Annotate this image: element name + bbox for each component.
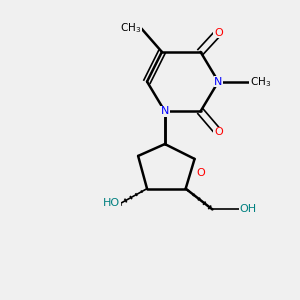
Text: N: N xyxy=(214,76,223,87)
Text: O: O xyxy=(214,127,223,137)
Text: O: O xyxy=(214,28,223,38)
Text: HO: HO xyxy=(103,199,120,208)
Text: O: O xyxy=(197,168,206,178)
Text: OH: OH xyxy=(239,204,256,214)
Text: CH$_3$: CH$_3$ xyxy=(250,75,271,88)
Text: N: N xyxy=(161,106,169,116)
Text: CH$_3$: CH$_3$ xyxy=(120,21,141,35)
